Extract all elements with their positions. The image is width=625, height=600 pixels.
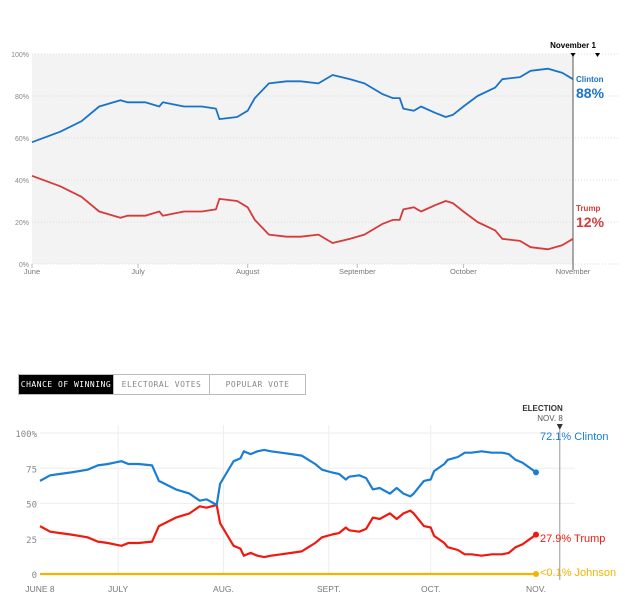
marker-triangle-icon [570, 53, 576, 57]
y-tick-label: 40% [15, 178, 29, 185]
series-name-label: Trump [576, 204, 601, 213]
x-tick-label: SEPT. [317, 584, 341, 594]
view-tabs: CHANCE OF WINNING ELECTORAL VOTES POPULA… [18, 374, 306, 395]
series-end-dot [533, 469, 539, 476]
series-line-clinton [31, 67, 574, 144]
x-tick-label: JUNE 8 [25, 584, 55, 594]
series-end-label: 27.9% Trump [540, 533, 605, 545]
x-tick-label: JULY [108, 584, 128, 594]
series-end-label: <0.1% Johnson [540, 567, 616, 579]
marker-label: November 1 [550, 41, 596, 50]
x-tick-label: September [339, 267, 376, 276]
y-tick-label: 0% [19, 262, 29, 269]
election-triangle-icon [595, 53, 600, 57]
x-tick-label: August [236, 267, 260, 276]
y-tick-label: 0 [32, 571, 37, 581]
x-tick-label: NOV. [526, 584, 546, 594]
tab-popular-vote[interactable]: POPULAR VOTE [209, 375, 305, 394]
series-end-dot [533, 531, 539, 538]
tab-electoral-votes[interactable]: ELECTORAL VOTES [113, 375, 209, 394]
x-tick-label: AUG. [213, 584, 234, 594]
x-tick-label: October [450, 267, 477, 276]
y-tick-label: 25 [26, 536, 37, 546]
x-tick-label: OCT. [421, 584, 440, 594]
election-date-label: NOV. 8 [537, 414, 563, 423]
tab-chance-of-winning[interactable]: CHANCE OF WINNING [19, 375, 113, 394]
y-tick-label: 100% [11, 52, 29, 59]
series-end-value: 88% [576, 85, 605, 101]
series-line-trump [39, 503, 537, 559]
plot-background [32, 54, 573, 264]
election-label: ELECTION [522, 404, 563, 413]
y-tick-label: 50 [26, 501, 37, 511]
election-triangle-icon [556, 424, 563, 430]
series-line-clinton [39, 448, 537, 506]
series-line-trump [31, 174, 574, 251]
y-tick-label: 60% [15, 136, 29, 143]
series-name-label: Clinton [576, 75, 604, 84]
y-tick-label: 20% [15, 220, 29, 227]
x-tick-label: June [24, 267, 40, 276]
y-tick-label: 75 [26, 465, 37, 475]
y-tick-label: 100% [15, 430, 37, 440]
y-tick-label: 80% [15, 94, 29, 101]
series-end-value: 12% [576, 214, 605, 230]
x-tick-label: November [556, 267, 591, 276]
series-end-dot [533, 571, 539, 577]
x-tick-label: July [131, 267, 145, 276]
series-end-label: 72.1% Clinton [540, 431, 609, 443]
